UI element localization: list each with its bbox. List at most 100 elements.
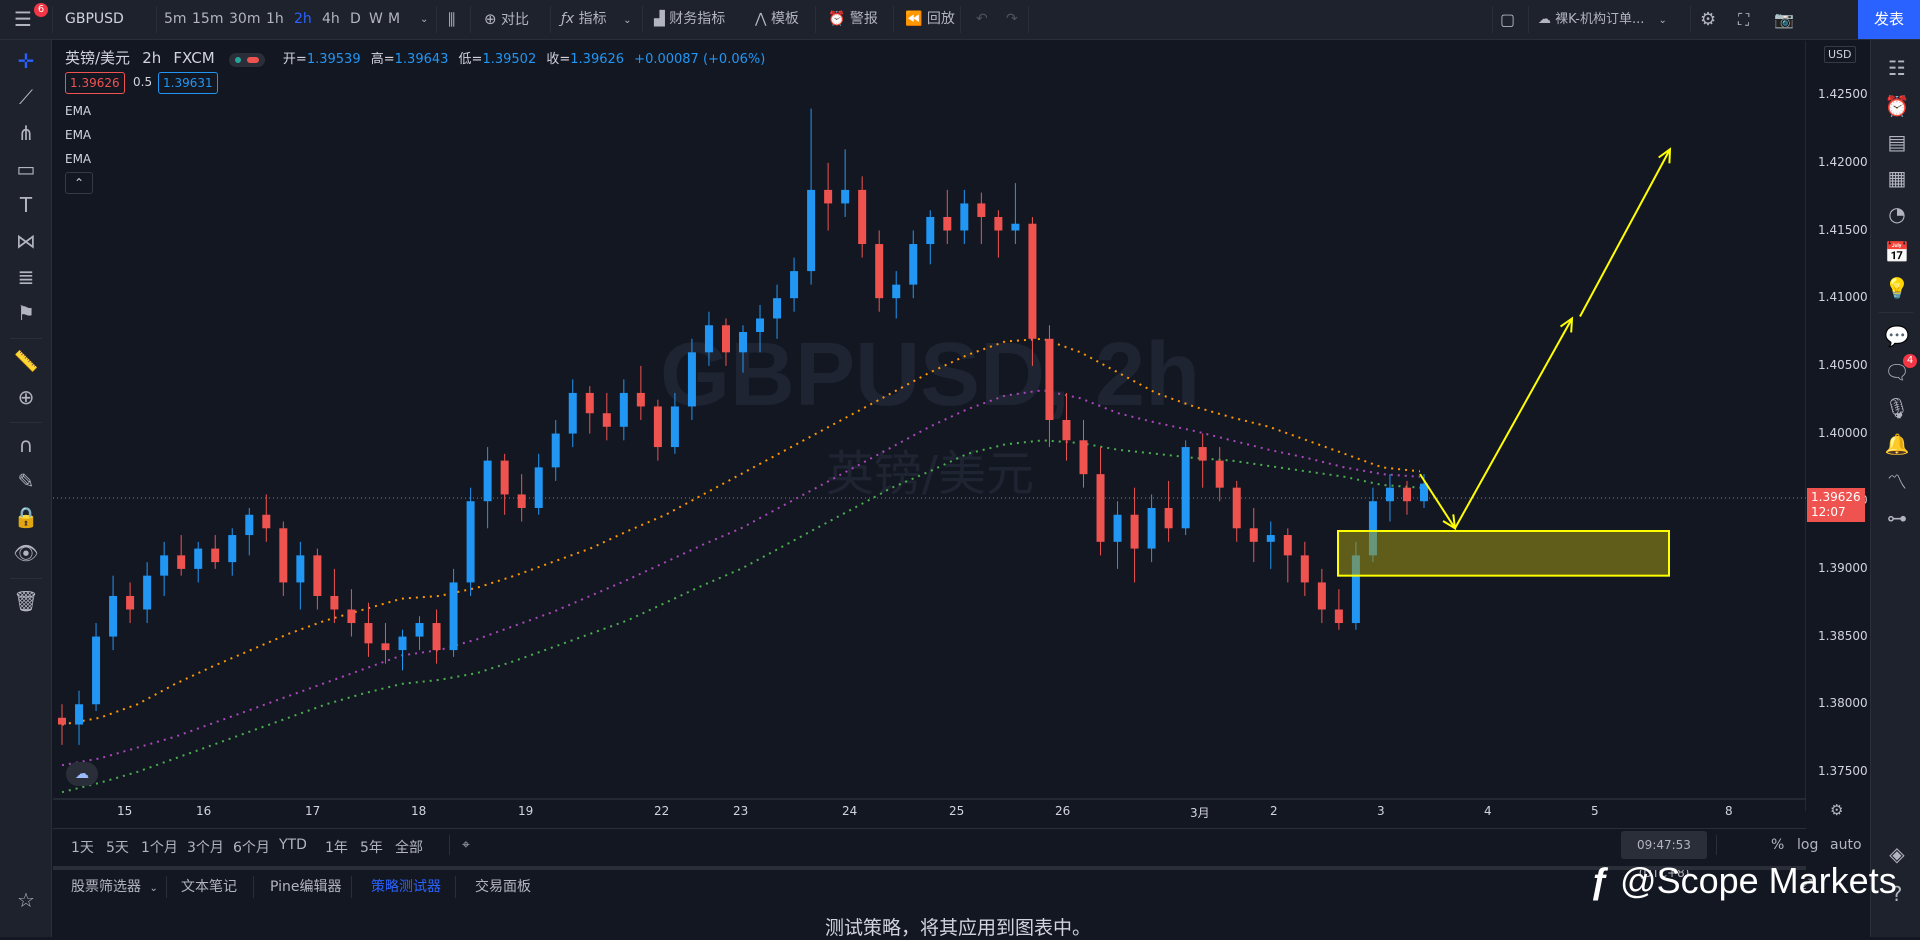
candle xyxy=(1096,447,1105,556)
interval-W[interactable]: W xyxy=(369,11,383,27)
dom-icon[interactable]: ⊶ xyxy=(1887,506,1907,530)
percent-toggle[interactable]: % xyxy=(1771,837,1785,853)
replay-button[interactable]: ⏪ 回放 xyxy=(905,0,955,39)
ema-label-1[interactable]: EMA xyxy=(65,104,92,118)
arrow-leg-up-2[interactable] xyxy=(1579,148,1671,317)
pattern-icon[interactable]: ⋈ xyxy=(16,229,36,253)
maximize-panel-icon[interactable]: ⤢ xyxy=(1801,876,1813,892)
support-zone-rectangle[interactable] xyxy=(1337,529,1670,577)
chat-icon[interactable]: 💬 xyxy=(1884,324,1910,348)
interval-30m[interactable]: 30m xyxy=(229,11,261,27)
prediction-icon[interactable]: ≣ xyxy=(17,265,35,289)
fullscreen-icon[interactable]: ⛶ xyxy=(1738,10,1750,29)
tab-text-notes[interactable]: 文本笔记 xyxy=(181,879,237,895)
redo-icon[interactable]: ↷ xyxy=(1006,11,1018,27)
streams-icon[interactable]: 🎙 xyxy=(1884,396,1910,420)
arrow-leg-up-1[interactable] xyxy=(1454,317,1573,529)
rectangle-icon[interactable]: ▭ xyxy=(16,157,36,181)
ideas-bulb-icon[interactable]: 💡 xyxy=(1884,276,1910,300)
goto-date-icon[interactable]: ⌖ xyxy=(462,837,470,853)
ema-label-3[interactable]: EMA xyxy=(65,152,92,166)
trend-line-icon[interactable]: ⟋ xyxy=(19,85,33,109)
candle-style-icon[interactable]: ⫼ xyxy=(448,10,456,29)
range-1[interactable]: 5天 xyxy=(106,840,129,856)
interval-1h[interactable]: 1h xyxy=(266,11,284,27)
interval-M[interactable]: M xyxy=(388,11,401,27)
publish-button[interactable]: 发表 xyxy=(1858,0,1920,39)
news-icon[interactable]: ▦ xyxy=(1887,166,1907,190)
range-5[interactable]: YTD xyxy=(279,837,307,853)
text-icon[interactable]: T xyxy=(19,193,33,217)
notifications-icon[interactable]: 🔔 xyxy=(1884,432,1910,456)
symbol-search-button[interactable]: GBPUSD xyxy=(65,11,124,27)
icons-flag-icon[interactable]: ⚑ xyxy=(17,301,35,325)
layout-name-button[interactable]: ☁ 裸K-机构订单... ⌄ xyxy=(1538,0,1667,39)
arrow-head-up-2[interactable] xyxy=(1658,147,1672,164)
layout-square-icon[interactable]: ▢ xyxy=(1500,10,1516,29)
ruler-icon[interactable]: 📏 xyxy=(13,349,39,373)
help-icon[interactable]: ? xyxy=(1891,882,1903,906)
range-6[interactable]: 1年 xyxy=(325,840,348,856)
ema-label-2[interactable]: EMA xyxy=(65,128,92,142)
indicators-button[interactable]: ƒx 指标 ⌄ xyxy=(561,0,632,39)
arrow-head-down[interactable] xyxy=(1442,514,1457,531)
eye-icon[interactable]: 👁 xyxy=(13,541,39,565)
price-chart[interactable]: GBPUSD, 2h 英镑/美元 xyxy=(53,41,1806,811)
auto-toggle[interactable]: auto xyxy=(1830,837,1862,853)
lock-icon[interactable]: 🔒 xyxy=(13,505,39,529)
compare-button[interactable]: ⊕ 对比 xyxy=(484,0,529,39)
collapse-legend-button[interactable]: ⌃ xyxy=(65,172,93,194)
interval-D[interactable]: D xyxy=(350,11,361,27)
candle xyxy=(1300,541,1309,596)
tab-pine-editor[interactable]: Pine编辑器 xyxy=(270,879,342,895)
pitchfork-icon[interactable]: ⋔ xyxy=(17,121,35,145)
gear-icon[interactable]: ⚙ xyxy=(1700,9,1717,30)
interval-5m[interactable]: 5m xyxy=(164,11,187,27)
range-2[interactable]: 1个月 xyxy=(141,840,178,856)
menu-icon[interactable]: ☰ xyxy=(14,7,32,31)
tab-trading-panel[interactable]: 交易面板 xyxy=(475,879,531,895)
calendar-icon[interactable]: 📅 xyxy=(1884,240,1910,264)
interval-2h[interactable]: 2h xyxy=(294,11,312,27)
pencil-lock-icon[interactable]: ✎ xyxy=(17,469,35,493)
market-status-toggle[interactable] xyxy=(228,52,265,67)
range-8[interactable]: 全部 xyxy=(395,840,423,856)
interval-15m[interactable]: 15m xyxy=(192,11,224,27)
axis-settings-gear-icon[interactable]: ⚙ xyxy=(1830,801,1844,819)
camera-icon[interactable]: 📷 xyxy=(1774,10,1794,29)
hotlist-icon[interactable]: ◔ xyxy=(1888,202,1906,226)
star-icon[interactable]: ☆ xyxy=(17,888,35,912)
alert-button[interactable]: ⏰ 警报 xyxy=(828,0,878,39)
zoom-in-icon[interactable]: ⊕ xyxy=(17,385,35,409)
trash-icon[interactable]: 🗑 xyxy=(13,589,39,613)
arrow-head-up-1[interactable] xyxy=(1559,316,1574,333)
log-toggle[interactable]: log xyxy=(1797,837,1819,853)
range-4[interactable]: 6个月 xyxy=(233,840,270,856)
crosshair-icon[interactable]: ✛ xyxy=(17,49,35,73)
candle xyxy=(1130,487,1139,583)
financials-button[interactable]: ▟ 财务指标 xyxy=(654,0,725,39)
clock-display[interactable]: 09:47:53 (UTC+8) xyxy=(1621,831,1707,880)
alarm-clock-icon[interactable]: ⏰ xyxy=(1884,94,1910,118)
tab-stock-screener[interactable]: 股票筛选器 ⌄ xyxy=(71,876,158,896)
chevron-down-icon[interactable]: ⌄ xyxy=(420,14,429,25)
data-window-icon[interactable]: ▤ xyxy=(1887,130,1907,154)
interval-4h[interactable]: 4h xyxy=(322,11,340,27)
watchlist-icon[interactable]: ☷ xyxy=(1888,56,1906,80)
currency-label[interactable]: USD xyxy=(1824,46,1856,63)
buy-price-button[interactable]: 1.39631 xyxy=(158,72,218,94)
range-3[interactable]: 3个月 xyxy=(187,840,224,856)
arrow-leg-down[interactable] xyxy=(1419,473,1456,529)
trading-panel-icon[interactable]: 〽 xyxy=(1887,470,1907,494)
magnet-icon[interactable]: ∩ xyxy=(18,433,34,457)
range-7[interactable]: 5年 xyxy=(360,840,383,856)
symbol-title[interactable]: 英镑/美元 xyxy=(65,49,131,67)
range-0[interactable]: 1天 xyxy=(71,840,94,856)
undo-icon[interactable]: ↶ xyxy=(976,11,988,27)
sell-price-button[interactable]: 1.39626 xyxy=(65,72,125,94)
templates-button[interactable]: ⋀ 模板 xyxy=(755,0,799,39)
annotations[interactable] xyxy=(1337,147,1672,577)
layers-icon[interactable]: ◈ xyxy=(1889,842,1905,866)
candle xyxy=(313,548,322,610)
tab-strategy-tester[interactable]: 策略测试器 xyxy=(371,879,441,895)
